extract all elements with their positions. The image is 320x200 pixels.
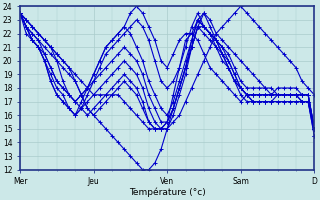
X-axis label: Température (°c): Température (°c) — [129, 188, 205, 197]
